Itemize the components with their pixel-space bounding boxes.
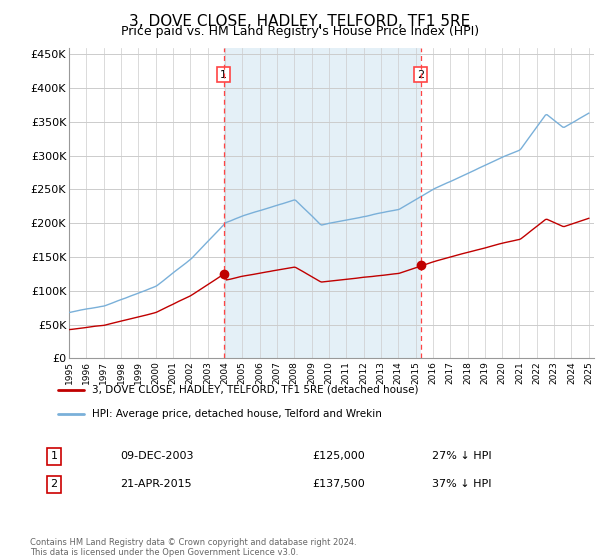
Text: HPI: Average price, detached house, Telford and Wrekin: HPI: Average price, detached house, Telf… xyxy=(92,409,382,419)
Text: 27% ↓ HPI: 27% ↓ HPI xyxy=(432,451,491,461)
Text: 37% ↓ HPI: 37% ↓ HPI xyxy=(432,479,491,489)
Text: 09-DEC-2003: 09-DEC-2003 xyxy=(120,451,193,461)
Text: 1: 1 xyxy=(220,69,227,80)
Text: Contains HM Land Registry data © Crown copyright and database right 2024.
This d: Contains HM Land Registry data © Crown c… xyxy=(30,538,356,557)
Text: 2: 2 xyxy=(417,69,424,80)
Text: Price paid vs. HM Land Registry's House Price Index (HPI): Price paid vs. HM Land Registry's House … xyxy=(121,25,479,38)
Text: 21-APR-2015: 21-APR-2015 xyxy=(120,479,191,489)
Bar xyxy=(224,48,421,358)
Text: 3, DOVE CLOSE, HADLEY, TELFORD, TF1 5RE (detached house): 3, DOVE CLOSE, HADLEY, TELFORD, TF1 5RE … xyxy=(92,385,418,395)
Text: £125,000: £125,000 xyxy=(312,451,365,461)
Text: 1: 1 xyxy=(50,451,58,461)
Text: 3, DOVE CLOSE, HADLEY, TELFORD, TF1 5RE: 3, DOVE CLOSE, HADLEY, TELFORD, TF1 5RE xyxy=(130,14,470,29)
Text: 2: 2 xyxy=(50,479,58,489)
Text: £137,500: £137,500 xyxy=(312,479,365,489)
